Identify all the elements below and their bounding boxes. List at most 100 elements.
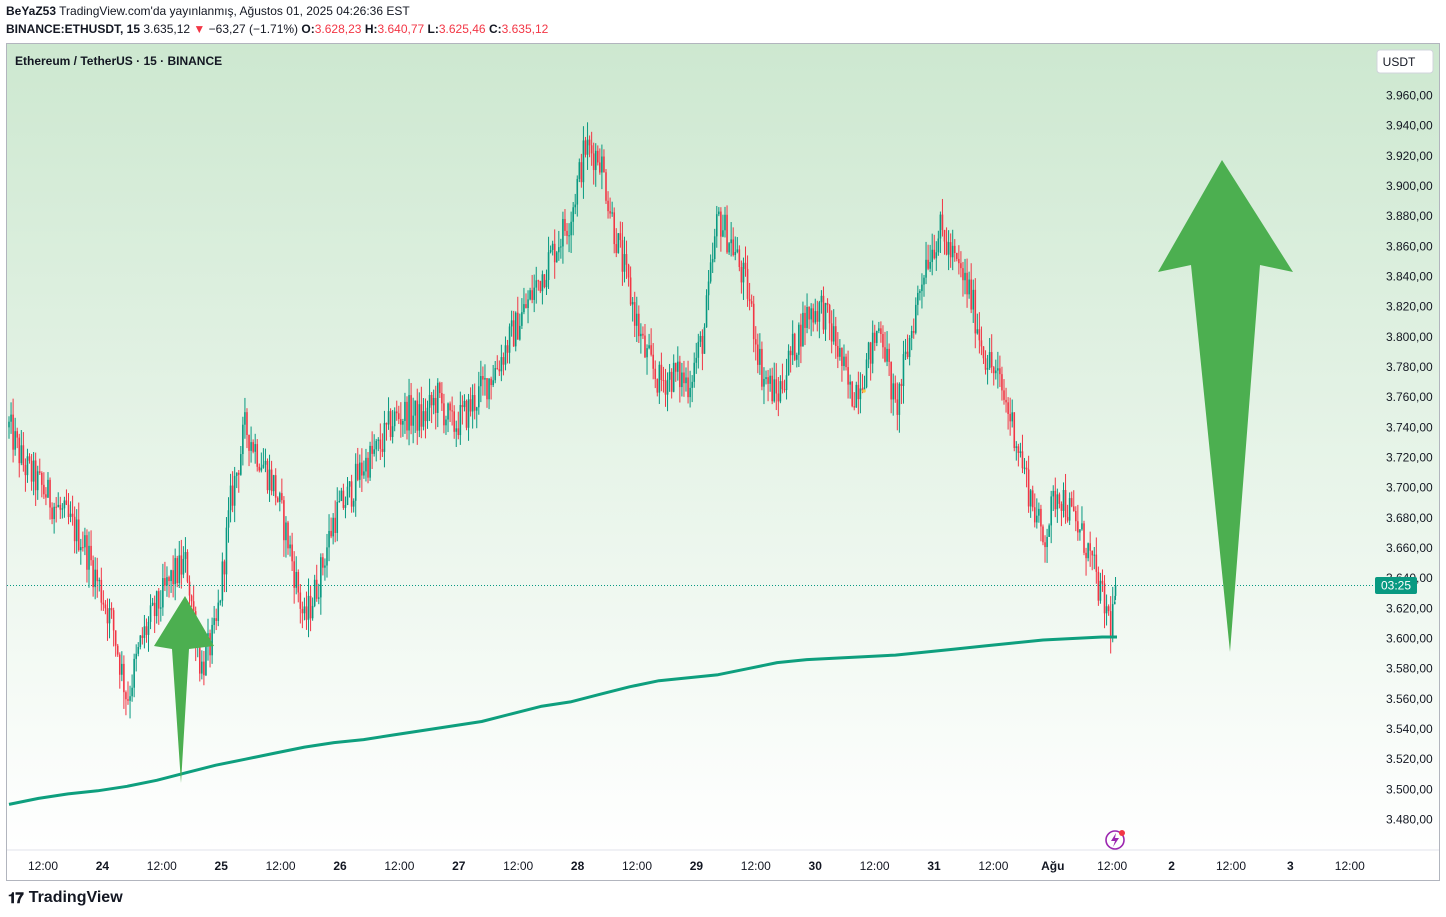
candle-body	[514, 312, 517, 347]
candle-body	[1042, 526, 1044, 543]
candle-body	[876, 330, 878, 343]
candle-body	[151, 602, 154, 606]
brand-label: TradingView	[28, 889, 123, 906]
candle-body	[793, 333, 796, 360]
candle-body	[129, 696, 131, 701]
candle-body	[94, 569, 96, 588]
candle-body	[244, 412, 246, 425]
candle-body	[488, 378, 490, 400]
candle-body	[123, 663, 125, 693]
candle-body	[703, 327, 706, 354]
candle-body	[863, 387, 866, 391]
author-name[interactable]: BeYaZ53	[6, 4, 57, 18]
candle-body	[397, 413, 400, 420]
candle-body	[1036, 515, 1038, 523]
candle-body	[500, 357, 503, 372]
candle-body	[377, 439, 380, 441]
candle-body	[104, 604, 107, 609]
candle-body	[798, 324, 800, 355]
candle-body	[956, 253, 958, 259]
candle-body	[504, 345, 507, 365]
candle-body	[281, 493, 283, 501]
candle-body	[441, 393, 443, 404]
candle-body	[317, 597, 320, 599]
chart-frame	[6, 43, 1440, 881]
y-tick-label: 3.520,00	[1386, 752, 1433, 766]
candle-body	[439, 382, 441, 394]
candle-body	[422, 411, 425, 427]
candle-body	[666, 379, 669, 395]
candle-body	[1025, 467, 1028, 470]
candle-body	[400, 419, 402, 425]
candle-body	[383, 422, 386, 452]
candle-body	[976, 329, 979, 334]
candle-body	[287, 522, 289, 549]
y-tick-label: 3.480,00	[1386, 813, 1433, 827]
candle-body	[1017, 446, 1020, 453]
candle-body	[902, 354, 905, 387]
candle-body	[543, 274, 546, 288]
candle-body	[309, 595, 312, 619]
candle-body	[59, 504, 62, 510]
candle-body	[968, 279, 970, 295]
chart-background	[7, 44, 1439, 850]
candle-body	[746, 268, 749, 299]
candle-body	[740, 267, 743, 283]
candle-body	[141, 635, 144, 638]
candle-body	[691, 381, 693, 388]
candle-body	[650, 345, 652, 355]
candle-body	[260, 467, 263, 471]
marker-dot	[862, 389, 866, 393]
candle-body	[1099, 580, 1102, 601]
candle-body	[791, 333, 794, 356]
candle-body	[767, 377, 769, 384]
candle-body	[272, 475, 275, 492]
candle-body	[566, 230, 568, 236]
candle-body	[164, 578, 166, 586]
candle-body	[484, 378, 486, 380]
x-tick-label: 29	[690, 859, 704, 873]
candle-body	[537, 280, 540, 282]
candle-body	[1013, 412, 1016, 449]
candle-body	[508, 326, 511, 353]
candle-body	[1111, 604, 1114, 636]
candle-body	[1021, 451, 1024, 469]
candle-body	[285, 522, 287, 541]
y-tick-label: 3.840,00	[1386, 270, 1433, 284]
tradingview-logo[interactable]: 𝟏𝟕 TradingView	[8, 889, 123, 907]
candle-body	[10, 414, 12, 422]
candle-body	[389, 411, 392, 438]
candle-body	[465, 400, 468, 428]
candle-body	[759, 348, 761, 365]
candle-body	[576, 178, 579, 205]
candle-body	[324, 565, 326, 568]
candle-body	[761, 348, 763, 387]
publish-text: TradingView.com'da yayınlanmış, Ağustos …	[56, 4, 410, 18]
x-tick-label: 25	[215, 859, 229, 873]
candle-body	[664, 380, 667, 395]
candle-body	[116, 645, 119, 655]
candle-body	[28, 456, 31, 461]
candle-body	[1040, 508, 1042, 527]
candle-body	[98, 579, 101, 582]
candle-body	[986, 367, 989, 370]
candle-body	[658, 364, 661, 393]
candle-body	[564, 218, 566, 231]
candle-body	[773, 379, 776, 402]
candle-body	[689, 387, 691, 398]
candle-body	[498, 369, 501, 372]
symbol-label[interactable]: BINANCE:ETHUSDT, 15	[6, 22, 141, 36]
candle-body	[771, 375, 773, 402]
candle-body	[82, 547, 84, 549]
candle-body	[972, 289, 975, 310]
candle-body	[668, 371, 671, 380]
y-tick-label: 3.540,00	[1386, 722, 1433, 736]
candle-body	[635, 313, 638, 326]
candle-body	[590, 145, 593, 154]
candle-body	[182, 558, 185, 575]
candle-body	[1009, 413, 1011, 422]
candle-body	[582, 140, 585, 183]
y-tick-label: 3.680,00	[1386, 511, 1433, 525]
candle-body	[527, 299, 529, 309]
